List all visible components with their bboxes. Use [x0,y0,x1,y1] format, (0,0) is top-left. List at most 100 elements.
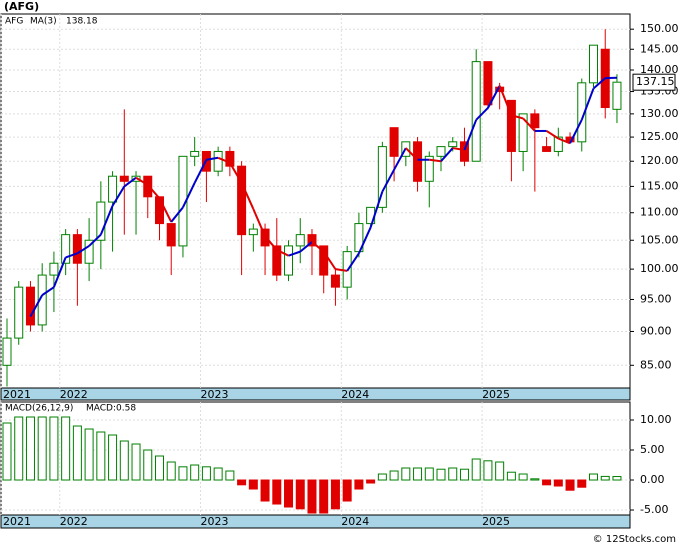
x-tick-label: 2025 [482,388,510,401]
ma-segment [76,245,90,255]
candle-body [413,141,423,182]
macd-bar [2,422,12,481]
ma-segment [369,191,384,228]
candle-body [96,201,106,241]
candle-body [307,234,317,247]
ma-segment [206,156,219,161]
y-tick-label: 140.00 [640,63,679,76]
ma-segment [357,227,372,254]
macd-bar [506,471,516,481]
candle-body [2,337,12,366]
x-tick-label: 2022 [60,388,88,401]
ma-segment [170,206,184,223]
price-date-band [0,387,631,401]
legend-symbol: AFG [5,17,23,27]
y-tick-label: -5.00 [640,503,668,516]
ma-segment [123,176,137,188]
y-tick-label: 120.00 [640,154,679,167]
candle-body [589,44,598,84]
candle-body [389,127,399,157]
candle-body [14,286,24,339]
macd-bar [448,467,458,481]
ma-segment [264,235,278,251]
macd-bar [565,479,575,491]
ma-segment [52,257,67,288]
ma-segment [463,119,478,151]
macd-bar [401,467,411,481]
macd-bar [284,479,294,508]
candle-body [542,146,552,152]
macd-bar [424,467,434,481]
macd-bar [248,479,258,490]
macd-bar [72,425,82,481]
macd-bar [577,479,587,488]
y-tick-label: 150.00 [640,22,679,35]
candle-body [166,223,176,247]
x-tick-label: 2023 [201,388,229,401]
candle-body [483,61,493,106]
candle-body [577,82,587,143]
ma-segment [288,250,301,257]
ma-segment [452,147,465,151]
ma-segment [522,117,536,132]
candle-body [84,239,94,264]
macd-bar [589,473,598,481]
footer: © 12Stocks.com [593,534,676,545]
last-price: 137.15 [636,75,675,88]
ma-segment [569,119,583,144]
macd-bar [366,479,376,484]
macd-bar [201,466,211,481]
macd-bar [49,416,59,481]
x-tick-label: 2025 [482,515,510,528]
macd-value: MACD:0.58 [86,404,136,414]
y-tick-label: 125.00 [640,130,679,143]
macd-bar [237,479,247,486]
candle-body [448,141,458,148]
ma-segment [229,162,243,184]
ma-segment [393,147,407,171]
ma-segment [311,241,325,253]
macd-bar [600,475,610,481]
ma-segment [475,107,489,121]
ma-segment [99,205,114,236]
macd-bar [389,470,399,481]
macd-bar [190,464,200,481]
macd-bar [459,468,469,481]
ma-segment [335,268,348,272]
macd-bar [260,479,270,502]
candle-body [213,150,223,172]
macd-legend: MACD(26,12,9) [5,404,73,414]
candle-body [119,175,129,182]
candle-body [248,228,258,236]
candle-body [518,113,528,152]
candle-body [61,234,71,264]
macd-bar [495,461,505,481]
macd-bar [413,467,423,481]
candle-body [190,150,200,157]
macd-bar [96,431,106,481]
macd-bar [612,476,622,481]
y-tick-label: 5.00 [640,443,665,456]
y-tick-label: 95.00 [640,292,672,305]
macd-bar [530,478,540,481]
y-tick-label: 10.00 [640,413,672,426]
ma-segment [511,114,524,120]
y-tick-label: 90.00 [640,324,672,337]
ma-segment [346,252,360,272]
candle-body [108,175,118,203]
ma-segment [41,286,55,296]
x-tick-label: 2022 [60,515,88,528]
y-tick-label: 105.00 [640,233,679,246]
macd-bar [14,416,24,481]
macd-bar [143,449,153,481]
candle-body [319,245,329,276]
candle-body [506,99,516,152]
candle-body [612,81,622,110]
ma-segment [276,249,289,257]
macd-bar [518,473,528,481]
macd-bar [342,479,352,502]
ma-segment [147,184,161,200]
macd-bar [471,458,481,481]
x-tick-label: 2021 [3,388,31,401]
ma-segment [429,158,442,163]
